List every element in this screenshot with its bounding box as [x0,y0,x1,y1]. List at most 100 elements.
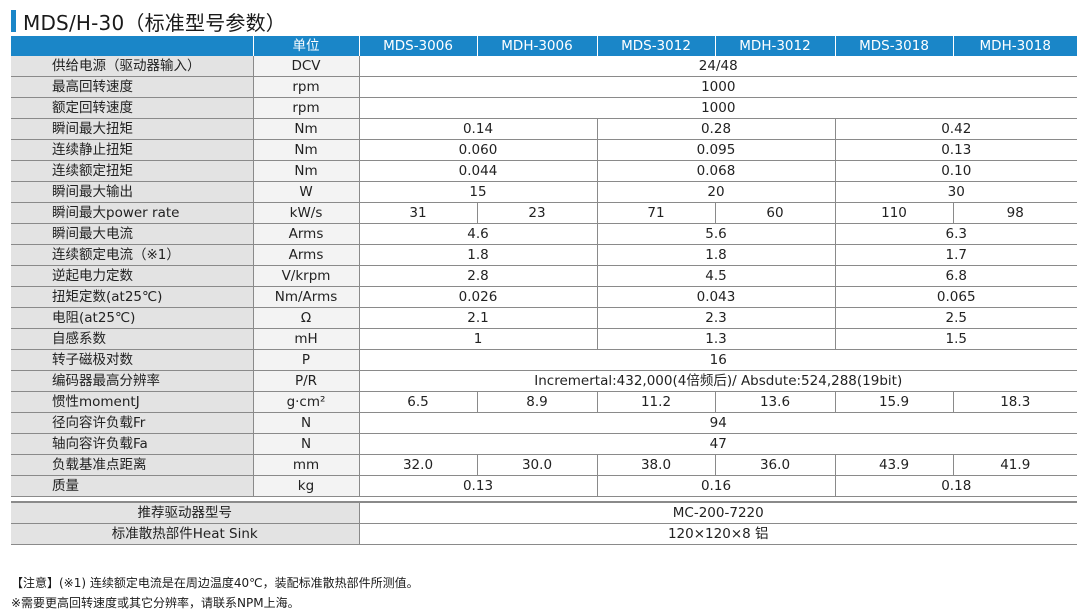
param-value: 32.0 [358,454,477,476]
param-unit: V/krpm [252,265,359,287]
param-unit: Nm [252,118,359,140]
param-name: 连续静止扭矩 [11,139,253,161]
param-value: 38.0 [596,454,715,476]
param-value: 30 [834,181,1077,203]
param-name: 惯性momentJ [11,391,253,413]
table-row: 径向容许负载Fr N 94 [11,412,1077,434]
param-unit: Nm [252,160,359,182]
param-value: 110 [834,202,953,224]
param-value: 23 [476,202,597,224]
param-value: 0.060 [358,139,597,161]
table-row: 连续额定电流（※1） Arms 1.8 1.8 1.7 [11,244,1077,266]
header-model: MDH-3012 [714,36,835,56]
table-row: 瞬间最大电流 Arms 4.6 5.6 6.3 [11,223,1077,245]
param-value: 2.3 [596,307,835,329]
param-unit: mH [252,328,359,350]
param-name: 负载基准点距离 [11,454,253,476]
param-value: 0.16 [596,475,835,497]
param-value: 6.8 [834,265,1077,287]
page-title: MDS/H-30（标准型号参数） [23,10,286,35]
param-name: 供给电源（驱动器输入） [11,56,253,77]
table-row: 转子磁极对数 P 16 [11,349,1077,371]
title-accent-bar [11,10,16,32]
param-unit: rpm [252,97,359,119]
table-row: 供给电源（驱动器输入） DCV 24/48 [11,56,1077,77]
param-unit: W [252,181,359,203]
table-row: 额定回转速度 rpm 1000 [11,97,1077,119]
table-row: 轴向容许负载Fa N 47 [11,433,1077,455]
table-header-row: 单位 MDS-3006 MDH-3006 MDS-3012 MDH-3012 M… [11,36,1077,56]
param-value: 0.42 [834,118,1077,140]
header-model: MDS-3006 [358,36,477,56]
param-value: 0.13 [834,139,1077,161]
param-name: 瞬间最大电流 [11,223,253,245]
table-row: 负载基准点距离 mm 32.0 30.0 38.0 36.0 43.9 41.9 [11,454,1077,476]
param-value: 0.13 [358,475,597,497]
param-value: 71 [596,202,715,224]
param-value: 1 [358,328,597,350]
param-value: 4.6 [358,223,597,245]
recommend-value: MC-200-7220 [358,502,1077,524]
param-value: 15.9 [834,391,953,413]
param-value: 24/48 [358,56,1077,77]
param-value: 1000 [358,76,1077,98]
table-row: 最高回转速度 rpm 1000 [11,76,1077,98]
param-unit: kW/s [252,202,359,224]
param-value: 60 [714,202,835,224]
header-model: MDS-3012 [596,36,715,56]
table-row: 瞬间最大扭矩 Nm 0.14 0.28 0.42 [11,118,1077,140]
param-value: 6.3 [834,223,1077,245]
param-value: 47 [358,433,1077,455]
table-row: 电阻(at25℃) Ω 2.1 2.3 2.5 [11,307,1077,329]
param-unit: Nm/Arms [252,286,359,308]
param-value: 1.8 [358,244,597,266]
param-value: 0.068 [596,160,835,182]
header-model: MDS-3018 [834,36,953,56]
param-value: 0.10 [834,160,1077,182]
param-value: 5.6 [596,223,835,245]
param-name: 瞬间最大输出 [11,181,253,203]
param-value: 1.5 [834,328,1077,350]
table-row: 扭矩定数(at25℃) Nm/Arms 0.026 0.043 0.065 [11,286,1077,308]
param-value: 16 [358,349,1077,371]
param-unit: g·cm² [252,391,359,413]
param-value: Incremertal:432,000(4倍频后)/ Absdute:524,2… [358,370,1077,392]
param-name: 连续额定电流（※1） [11,244,253,266]
param-value: 30.0 [476,454,597,476]
param-unit: P/R [252,370,359,392]
param-value: 0.095 [596,139,835,161]
param-name: 径向容许负载Fr [11,412,253,434]
param-name: 额定回转速度 [11,97,253,119]
title-block: MDS/H-30（标准型号参数） [11,8,286,35]
param-name: 扭矩定数(at25℃) [11,286,253,308]
param-name: 自感系数 [11,328,253,350]
param-name: 连续额定扭矩 [11,160,253,182]
param-name: 转子磁极对数 [11,349,253,371]
recommend-value: 120×120×8 铝 [358,523,1077,545]
param-unit: Arms [252,244,359,266]
table-separator [11,496,1077,503]
table-row: 质量 kg 0.13 0.16 0.18 [11,475,1077,497]
separator-cell [11,496,1077,503]
param-value: 0.28 [596,118,835,140]
param-value: 1.8 [596,244,835,266]
header-blank-cell [11,36,253,56]
header-unit: 单位 [252,36,359,56]
param-value: 20 [596,181,835,203]
param-value: 1.7 [834,244,1077,266]
param-value: 41.9 [952,454,1077,476]
param-value: 43.9 [834,454,953,476]
param-unit: Arms [252,223,359,245]
header-model: MDH-3018 [952,36,1077,56]
param-value: 6.5 [358,391,477,413]
table-row: 逆起电力定数 V/krpm 2.8 4.5 6.8 [11,265,1077,287]
param-name: 逆起电力定数 [11,265,253,287]
param-name: 编码器最高分辨率 [11,370,253,392]
spec-table-body: 供给电源（驱动器输入） DCV 24/48 最高回转速度 rpm 1000 额定回转速度 rp… [11,56,1077,545]
param-unit: N [252,412,359,434]
param-name: 瞬间最大power rate [11,202,253,224]
param-unit: Nm [252,139,359,161]
param-name: 质量 [11,475,253,497]
param-name: 瞬间最大扭矩 [11,118,253,140]
table-row: 瞬间最大输出 W 15 20 30 [11,181,1077,203]
